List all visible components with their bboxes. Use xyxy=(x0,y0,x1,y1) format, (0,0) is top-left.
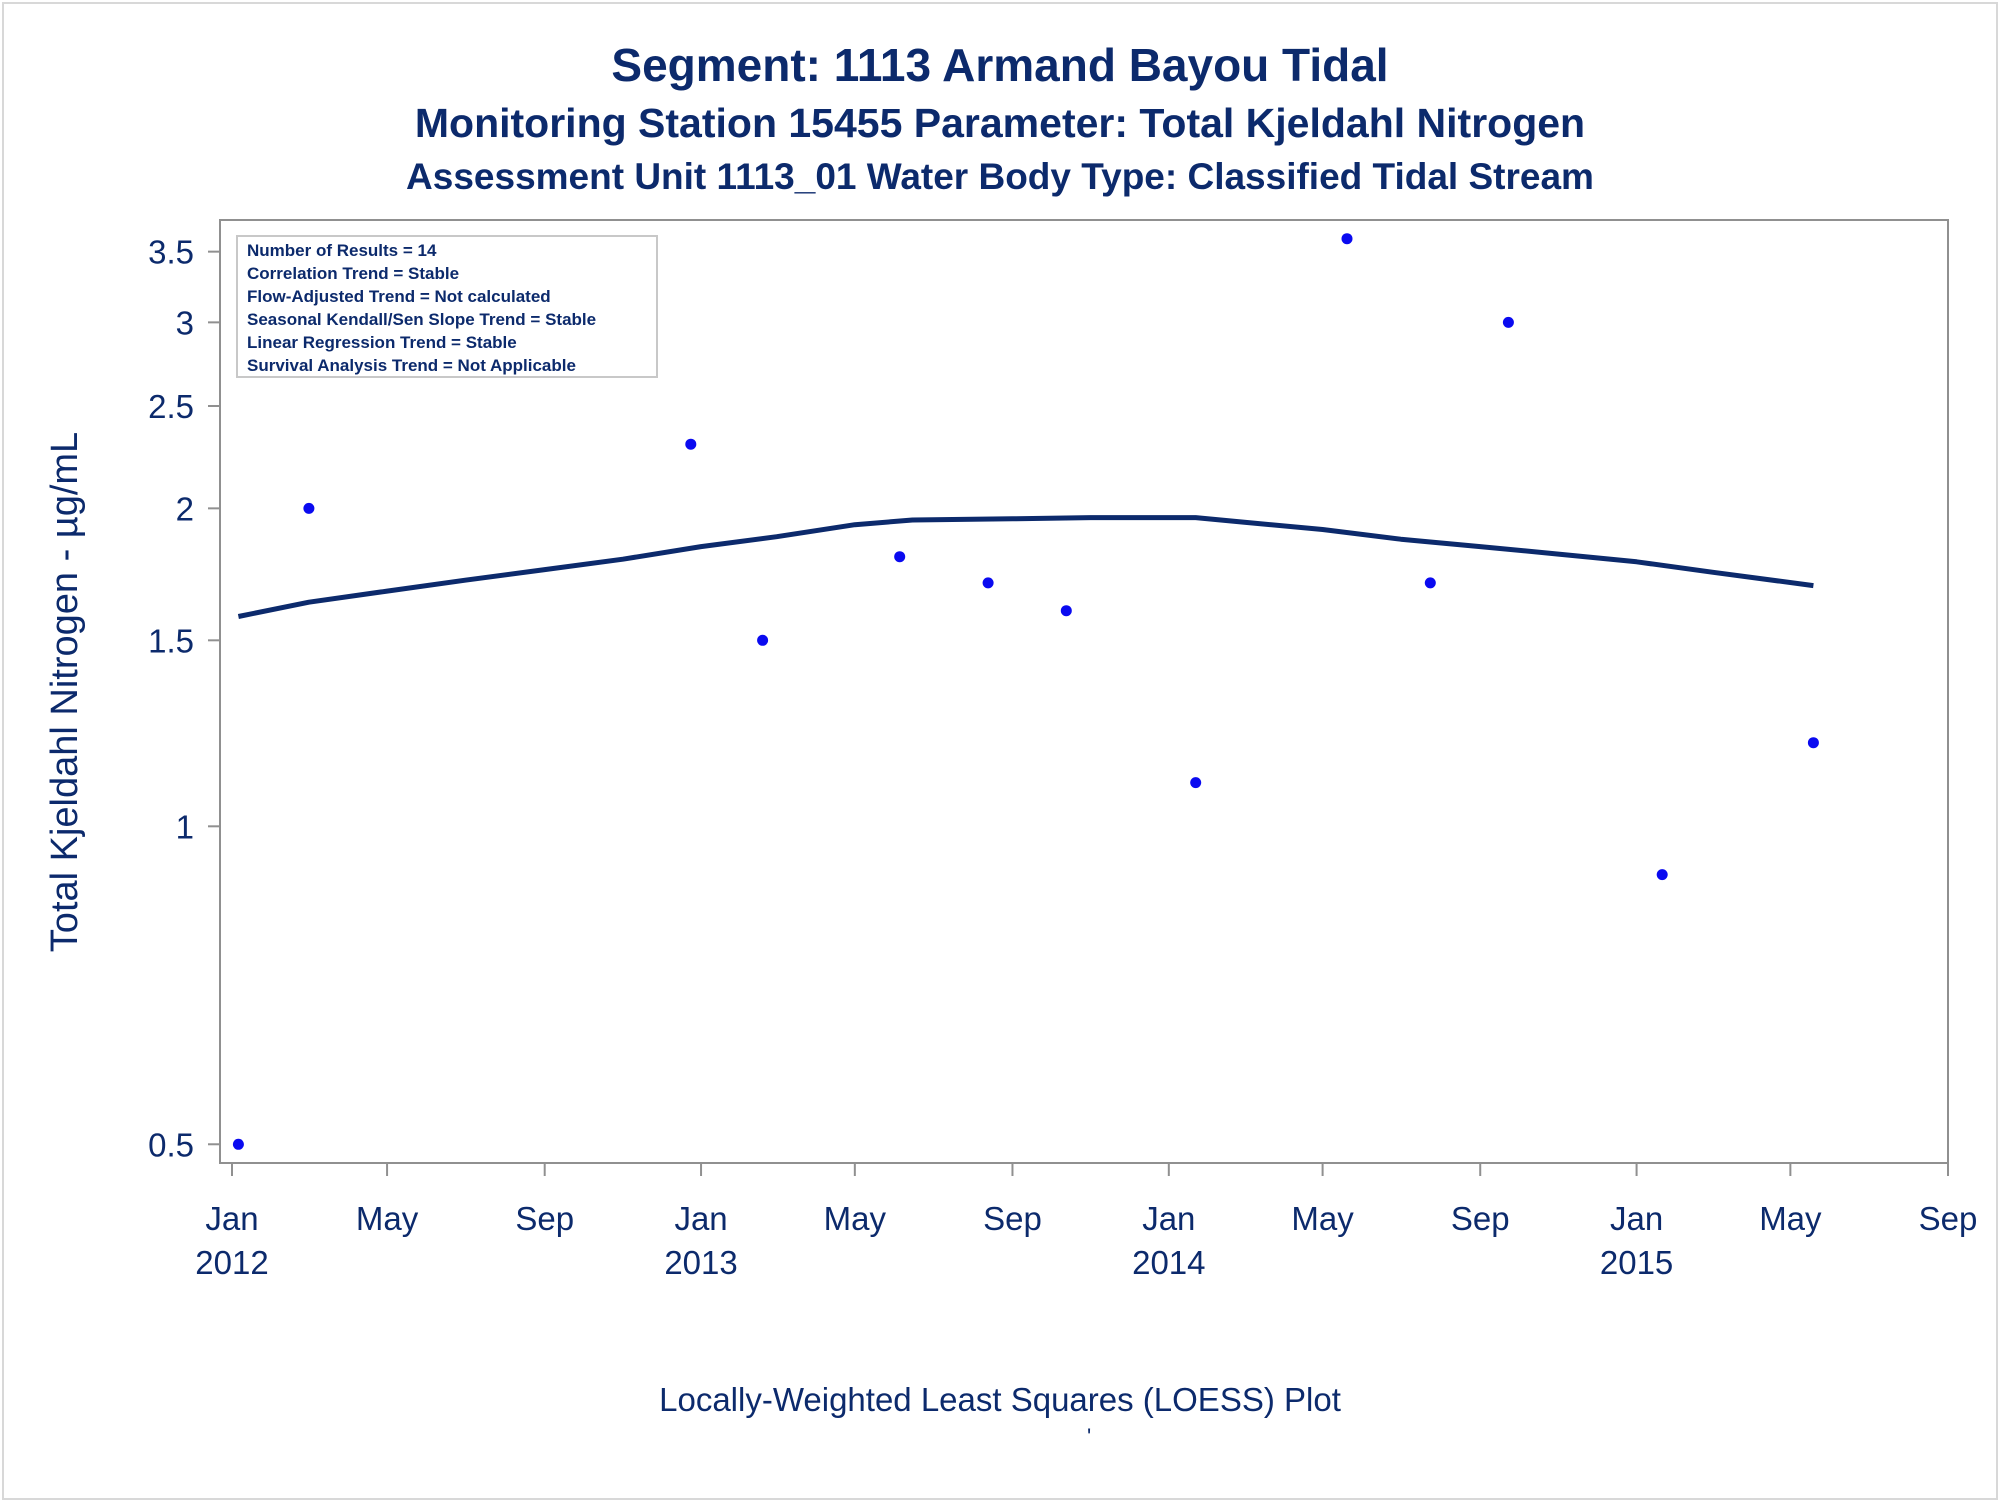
x-tick-year-label: 2013 xyxy=(664,1244,737,1281)
x-tick-label: May xyxy=(1291,1200,1354,1237)
x-tick-year-label: 2014 xyxy=(1132,1244,1205,1281)
data-point xyxy=(894,551,906,563)
data-point xyxy=(303,502,315,514)
y-tick-label: 2 xyxy=(176,490,194,527)
data-point xyxy=(1656,869,1668,881)
x-tick-label: May xyxy=(1759,1200,1822,1237)
y-axis-label: Total Kjeldahl Nitrogen - µg/mL xyxy=(44,432,86,952)
info-lines: Number of Results = 14 Correlation Trend … xyxy=(247,241,596,375)
y-tick-label: 3.5 xyxy=(148,234,194,271)
y-tick-label: 1 xyxy=(176,808,194,845)
footnote: Locally-Weighted Least Squares (LOESS) P… xyxy=(659,1381,1341,1418)
x-tick-year-label: 2012 xyxy=(195,1244,268,1281)
loess-layer xyxy=(237,515,1814,619)
info-box-line: Correlation Trend = Stable xyxy=(247,264,459,283)
info-box-border xyxy=(236,235,658,378)
info-box-line: Seasonal Kendall/Sen Slope Trend = Stabl… xyxy=(247,310,596,329)
chart-subtitle: Monitoring Station 15455 Parameter: Tota… xyxy=(414,100,1586,146)
x-axis: Jan 2012 May Sep Jan 2013 May Sep Jan 2014 May Sep J… xyxy=(195,1162,1978,1281)
x-tick-label: May xyxy=(356,1200,419,1237)
info-box-line: Survival Analysis Trend = Not Applicable xyxy=(247,356,576,375)
data-point xyxy=(1060,605,1072,617)
x-tick-label: Sep xyxy=(1451,1200,1510,1237)
y-tick-label: 1.5 xyxy=(148,622,194,659)
info-box-line: Number of Results = 14 xyxy=(247,241,437,260)
info-box-line: Linear Regression Trend = Stable xyxy=(247,333,517,352)
y-tick-label: 3 xyxy=(176,304,194,341)
footnote-mark: ' xyxy=(1087,1424,1092,1449)
chart-title: Segment: 1113 Armand Bayou Tidal xyxy=(611,39,1389,91)
x-tick-label: Jan xyxy=(205,1200,258,1237)
x-tick-label: May xyxy=(824,1200,887,1237)
data-point xyxy=(1190,777,1202,789)
y-tick-label: 0.5 xyxy=(148,1126,194,1163)
data-point xyxy=(982,577,994,589)
data-point xyxy=(1341,233,1353,245)
x-tick-label: Jan xyxy=(674,1200,727,1237)
x-tick-label: Jan xyxy=(1142,1200,1195,1237)
data-point xyxy=(232,1138,244,1150)
y-axis: 0.5 1 1.5 2 2.5 3 3.5 xyxy=(148,234,220,1163)
loess-line xyxy=(237,515,1814,619)
x-tick-label: Sep xyxy=(983,1200,1042,1237)
data-point xyxy=(685,438,697,450)
data-point xyxy=(1807,737,1819,749)
x-tick-label: Jan xyxy=(1610,1200,1663,1237)
x-tick-year-label: 2015 xyxy=(1600,1244,1673,1281)
chart-subtitle-2: Assessment Unit 1113_01 Water Body Type:… xyxy=(406,156,1594,197)
data-point xyxy=(757,634,769,646)
points-layer xyxy=(232,233,1819,1150)
data-point xyxy=(1502,316,1514,328)
info-box: Number of Results = 14 Correlation Trend … xyxy=(236,235,658,378)
x-tick-label: Sep xyxy=(1919,1200,1978,1237)
y-tick-label: 2.5 xyxy=(148,388,194,425)
x-tick-label: Sep xyxy=(515,1200,574,1237)
data-point xyxy=(1424,577,1436,589)
info-box-line: Flow-Adjusted Trend = Not calculated xyxy=(247,287,551,306)
